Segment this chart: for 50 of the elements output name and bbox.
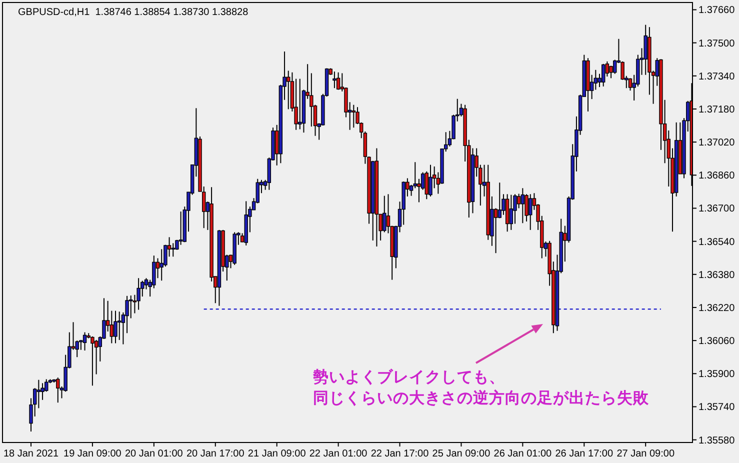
candlestick — [382, 195, 386, 233]
y-tick-label: 1.36540 — [698, 236, 736, 248]
x-tick-label: 18 Jan 2021 — [3, 448, 59, 460]
x-tick-label: 19 Jan 09:00 — [64, 448, 122, 460]
x-tick-label: 20 Jan 17:00 — [186, 448, 245, 460]
x-tick-label: 26 Jan 01:00 — [494, 448, 552, 460]
x-tick-label: 25 Jan 09:00 — [432, 448, 491, 460]
candlestick — [90, 336, 94, 386]
candlestick — [602, 63, 606, 87]
candlestick — [498, 182, 502, 219]
candlestick — [520, 188, 525, 224]
candlestick — [286, 70, 290, 110]
x-tick-label: 22 Jan 01:00 — [309, 448, 368, 460]
y-tick-label: 1.37020 — [698, 138, 736, 149]
candlestick — [336, 72, 340, 90]
candlestick — [114, 310, 118, 344]
y-tick-label: 1.37660 — [698, 5, 736, 16]
x-tick-label: 20 Jan 01:00 — [125, 448, 184, 460]
y-tick-label: 1.36220 — [698, 302, 736, 314]
candlestick — [509, 194, 514, 230]
candlestick — [178, 211, 183, 246]
x-tick-label: 22 Jan 17:00 — [370, 448, 430, 460]
text: GBPUSD-cd,H1 1.38746 1.38854 1.38730 1.38828 — [18, 7, 249, 18]
candlestick — [136, 278, 140, 310]
candlestick — [428, 164, 432, 197]
x-tick-label: 21 Jan 09:00 — [248, 448, 306, 460]
y-tick-label: 1.36860 — [698, 170, 736, 182]
annotation: 勢いよくブレイクしても、 — [312, 368, 505, 386]
y-tick-label: 1.35740 — [698, 402, 736, 414]
x-tick-label: 27 Jan 09:00 — [616, 448, 675, 460]
y-tick-label: 1.36380 — [698, 270, 736, 281]
x-tick-label: 26 Jan 17:00 — [555, 448, 614, 460]
candlestick — [82, 332, 87, 351]
y-tick-label: 1.35580 — [698, 435, 736, 446]
y-tick-label: 1.36700 — [698, 204, 736, 215]
candlestick — [56, 377, 60, 404]
candlestick — [118, 311, 122, 340]
y-tick-label: 1.35900 — [698, 369, 736, 380]
y-tick-label: 1.36060 — [698, 336, 736, 348]
y-tick-label: 1.37180 — [698, 104, 736, 116]
candlestick — [36, 379, 41, 409]
candlestick — [298, 78, 302, 130]
annotation: 同じくらいの大きさの逆方向の足が出たら失敗 — [313, 388, 650, 407]
y-tick-label: 1.37340 — [698, 71, 736, 82]
candlestick — [516, 193, 521, 209]
y-tick-label: 1.37500 — [698, 38, 736, 50]
candlestick — [160, 248, 164, 282]
candlestick — [332, 71, 336, 89]
candlestick — [528, 194, 532, 230]
candlestick — [352, 104, 356, 128]
